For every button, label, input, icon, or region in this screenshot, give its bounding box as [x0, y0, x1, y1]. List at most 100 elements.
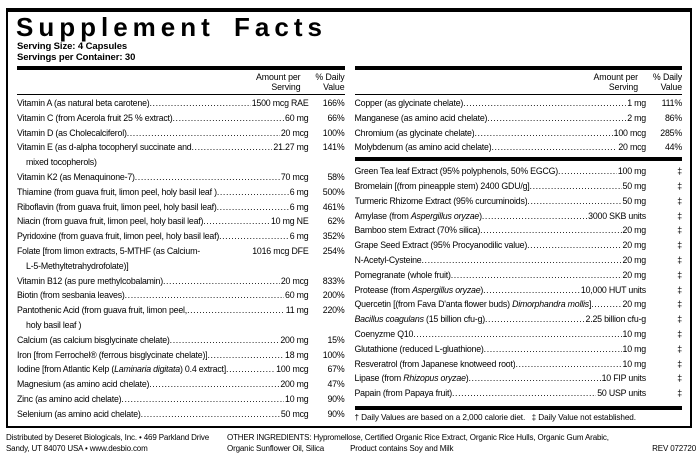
- nutrient-row: Turmeric Rhizome Extract (95% curcuminoi…: [355, 194, 683, 209]
- dotted-leader: [135, 170, 280, 185]
- daily-value: 100%: [322, 349, 345, 360]
- amount-per-serving: 10 mg: [285, 393, 309, 404]
- amount-header: Amount per Serving: [256, 72, 301, 92]
- amount-per-serving: 10 mg: [622, 328, 647, 339]
- amount-per-serving: 6 mg: [289, 231, 309, 242]
- nutrient-name: Molybdenum (as amino acid chelate): [354, 142, 492, 153]
- other-ingredients-line2: Organic Sunflower Oil, Silica Product co…: [227, 444, 634, 455]
- nutrient-name: Vitamin E (as d-alpha tocopheryl succina…: [17, 142, 192, 153]
- dotted-leader: [487, 111, 626, 126]
- nutrient-row: Protease (from Aspergillus oryzae) 10,000…: [355, 283, 683, 298]
- nutrient-row: Folate [from limon extracts, 5-MTHF (as …: [17, 244, 345, 274]
- nutrient-row: Vitamin D (as Cholecalciferol) 20 mcg 100%: [17, 126, 345, 141]
- amount-per-serving: 70 mcg: [280, 171, 309, 182]
- daily-value: ‡: [677, 195, 682, 206]
- dotted-leader: [484, 342, 622, 357]
- dotted-leader: [474, 126, 612, 141]
- dotted-leader: [483, 283, 580, 298]
- daily-value: 285%: [660, 127, 682, 138]
- nutrient-name: Resveratrol (from Japanese knotweed root…: [354, 358, 516, 369]
- nutrient-row: Pyridoxine (from guava fruit, limon peel…: [17, 229, 345, 244]
- nutrient-name: Folate [from limon extracts, 5-MTHF (as …: [17, 245, 200, 256]
- amount-per-serving: 1 mg: [627, 98, 646, 108]
- nutrient-row: Bromelain [(from pineapple stem) 2400 GD…: [355, 179, 683, 194]
- revision-number: REV 072720: [652, 443, 696, 453]
- right-column: Amount per Serving % Daily Value Copper …: [354, 66, 683, 424]
- daily-value: 67%: [327, 364, 345, 375]
- daily-value: ‡: [677, 388, 682, 399]
- amount-per-serving: 60 mg: [285, 290, 309, 301]
- amount-per-serving: 100 mg: [617, 166, 646, 177]
- left-nutrient-rows: Vitamin A (as natural beta carotene) 1500…: [17, 95, 345, 422]
- nutrient-row: Glutathione (reduced L-gluathione) 10 mg ‡: [355, 342, 683, 357]
- nutrient-row: Chromium (as glycinate chelate) 100 mcg 28…: [355, 126, 683, 141]
- daily-value: 62%: [327, 216, 345, 227]
- distributor-info: Distributed by Deseret Biologicals, Inc.…: [6, 433, 227, 454]
- daily-value: ‡: [677, 328, 682, 339]
- daily-value: 833%: [322, 275, 345, 286]
- nutrient-name: N-Acetyl-Cysteine: [354, 254, 422, 265]
- daily-value: 461%: [322, 201, 345, 212]
- dotted-leader: [482, 209, 587, 224]
- daily-value: ‡: [677, 299, 682, 310]
- daily-value: 200%: [322, 290, 345, 301]
- nutrient-row: Zinc (as amino acid chelate) 10 mg 90%: [17, 392, 345, 407]
- other-ingredients: OTHER INGREDIENTS: Hypromellose, Certifi…: [227, 433, 634, 454]
- serving-size: Serving Size: 4 Capsules: [17, 41, 128, 52]
- amount-per-serving: 100 mcg: [613, 127, 647, 138]
- daily-value: 352%: [322, 231, 345, 242]
- nutrient-row: Vitamin A (as natural beta carotene) 1500…: [17, 96, 345, 111]
- dotted-leader: [452, 386, 596, 401]
- nutrient-row: Manganese (as amino acid chelate) 2 mg 86%: [355, 111, 683, 126]
- other-ingredients-line1: OTHER INGREDIENTS: Hypromellose, Certifi…: [227, 433, 609, 442]
- amount-per-serving: 11 mg: [285, 305, 309, 316]
- nutrient-row: Quercetin [(from Fava D'anta flower buds…: [355, 297, 683, 312]
- nutrient-name: Lipase (from Rhizopus oryzae): [354, 373, 469, 384]
- nutrient-name: Niacin (from guava fruit, limon peel, ho…: [17, 216, 204, 227]
- amount-per-serving: 21.27 mg: [273, 142, 309, 153]
- dotted-leader: [217, 185, 289, 200]
- nutrient-row: Papain (from Papaya fruit) 50 USP units ‡: [355, 386, 683, 401]
- daily-value: 111%: [661, 98, 683, 108]
- nutrient-name-continued: mixed tocopherols): [26, 157, 97, 168]
- amount-per-serving: 18 mg: [285, 349, 309, 360]
- daily-value: 86%: [664, 112, 682, 123]
- amount-per-serving: 1016 mcg DFE: [252, 245, 309, 256]
- dotted-leader: [451, 268, 622, 283]
- daily-value: 47%: [327, 379, 345, 390]
- nutrient-name: Protease (from Aspergillus oryzae): [354, 284, 484, 295]
- amount-per-serving: 6 mg: [289, 201, 309, 212]
- amount-per-serving: 10 mg: [622, 343, 647, 354]
- daily-value-header: % Daily Value: [315, 72, 345, 92]
- dotted-leader: [485, 312, 585, 327]
- nutrient-name: Grape Seed Extract (95% Procyanodilic va…: [354, 240, 528, 251]
- amount-per-serving: 10 FIP units: [601, 373, 647, 384]
- daily-value: ‡: [677, 284, 682, 295]
- header-underline: [17, 94, 345, 95]
- dotted-leader: [469, 371, 601, 386]
- dotted-leader: [527, 194, 621, 209]
- amount-per-serving: 200 mg: [280, 334, 309, 345]
- right-extract-rows: Green Tea leaf Extract (95% polyphenols,…: [355, 163, 683, 401]
- header-underline: [354, 94, 682, 95]
- amount-per-serving: 20 mg: [622, 240, 647, 251]
- daily-value: ‡: [677, 166, 682, 177]
- daily-value: 100%: [322, 127, 345, 138]
- nutrient-row: Niacin (from guava fruit, limon peel, ho…: [17, 214, 345, 229]
- daily-value: 58%: [327, 171, 345, 182]
- panel-title: Supplement Facts: [16, 12, 327, 42]
- amount-per-serving: 50 USP units: [597, 388, 646, 399]
- amount-per-serving: 1500 mcg RAE: [251, 98, 309, 108]
- header-divider-bar: [17, 66, 345, 70]
- label-footer: Distributed by Deseret Biologicals, Inc.…: [6, 433, 696, 454]
- nutrient-name: Vitamin D (as Cholecalciferol): [17, 127, 127, 138]
- nutrient-name: Pantothenic Acid (from guava fruit, limo…: [17, 305, 188, 316]
- amount-per-serving: 20 mcg: [280, 127, 309, 138]
- amount-per-serving: 100 mcg: [276, 364, 309, 375]
- amount-per-serving: 50 mcg: [280, 408, 309, 419]
- nutrient-name: Selenium (as amino acid chelate): [17, 408, 141, 419]
- dotted-leader: [203, 214, 270, 229]
- dotted-leader: [219, 229, 289, 244]
- amount-per-serving: 2 mg: [627, 112, 646, 123]
- nutrient-row: Riboflavin (from guava fruit, limon peel…: [17, 200, 345, 215]
